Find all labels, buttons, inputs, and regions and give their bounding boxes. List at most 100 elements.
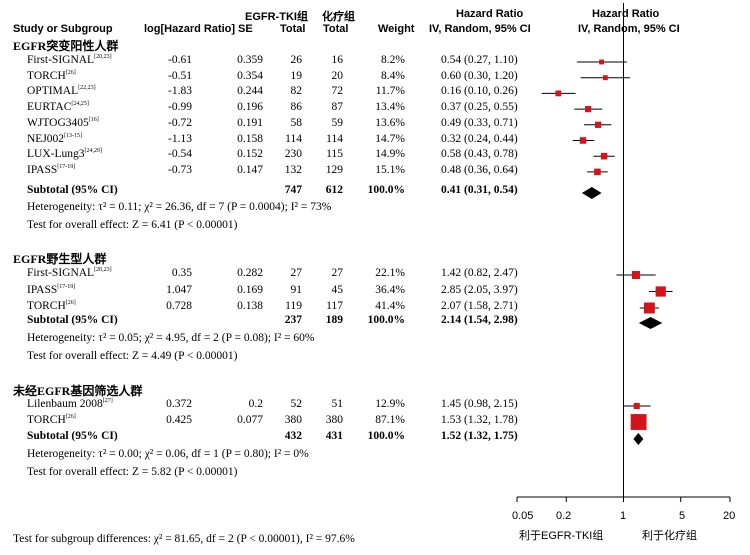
- study-chemo-total: 117: [326, 300, 343, 312]
- subtotal-ci: 0.41 (0.31, 0.54): [441, 184, 518, 196]
- study-reference: [17-19]: [57, 283, 76, 290]
- study-reference: [20,23]: [94, 267, 112, 273]
- study-loghr: 1.047: [166, 283, 192, 296]
- study-chemo-total: 20: [331, 69, 344, 82]
- study-name: TORCH[26]: [27, 300, 76, 312]
- study-se: 0.2: [248, 398, 263, 410]
- study-ci: 0.37 (0.25, 0.55): [441, 101, 518, 114]
- study-chemo-total: 45: [331, 283, 344, 296]
- study-reference: [13-15]: [64, 132, 83, 139]
- study-se: 0.152: [237, 148, 263, 161]
- study-name: LUX-Lung3[24,29]: [27, 148, 102, 161]
- subtotal-label: Subtotal (95% CI): [27, 184, 118, 196]
- study-weight: 87.1%: [375, 414, 405, 426]
- study-weight: 8.4%: [381, 69, 405, 82]
- study-reference: [26]: [65, 69, 76, 76]
- study-ci: 0.48 (0.36, 0.64): [441, 163, 518, 176]
- axis-left-label: 利于EGFR-TKI组: [519, 530, 604, 542]
- study-se: 0.359: [237, 54, 263, 66]
- study-reference: [27]: [102, 398, 113, 404]
- study-loghr: -1.13: [168, 132, 192, 145]
- study-egfr-total: 91: [290, 283, 303, 296]
- subtotal-diamond: [638, 317, 663, 329]
- study-se: 0.138: [237, 300, 263, 312]
- study-chemo-total: 16: [331, 54, 344, 66]
- subtotal-egfr-total: 432: [284, 430, 302, 442]
- header-egfr-total: Total: [280, 23, 306, 35]
- study-reference: [17-19]: [57, 163, 76, 170]
- study-ci: 2.07 (1.58, 2.71): [441, 300, 518, 312]
- header-hr-right-title: Hazard Ratio: [592, 8, 660, 20]
- study-egfr-total: 58: [290, 116, 303, 129]
- study-marker: [594, 168, 601, 176]
- study-name: First-SIGNAL[20,23]: [27, 267, 112, 279]
- axis-tick-label: 1: [620, 510, 627, 522]
- study-reference: [24,25]: [71, 101, 89, 108]
- study-marker: [585, 105, 592, 113]
- study-ci: 0.54 (0.27, 1.10): [441, 54, 518, 66]
- subtotal-label: Subtotal (95% CI): [27, 430, 118, 442]
- study-weight: 13.4%: [375, 101, 405, 114]
- axis-right-label: 利于化疗组: [642, 530, 697, 542]
- study-loghr: -1.83: [168, 85, 192, 98]
- study-chemo-total: 380: [325, 414, 343, 426]
- study-name: NEJ002[13-15]: [27, 132, 83, 145]
- subtotal-diamond: [633, 433, 644, 445]
- axis-tick-label: 5: [679, 510, 686, 522]
- study-chemo-total: 59: [331, 116, 344, 129]
- subtotal-diamond: [581, 187, 602, 199]
- subtotal-weight: 100.0%: [367, 314, 405, 326]
- header-hr-left-sub: IV, Random, 95% CI: [429, 23, 531, 35]
- study-marker: [602, 75, 608, 81]
- study-weight: 22.1%: [375, 267, 405, 279]
- study-se: 0.077: [237, 414, 263, 426]
- subtotal-chemo-total: 431: [325, 430, 343, 442]
- study-loghr: -0.51: [168, 69, 192, 82]
- subtotal-weight: 100.0%: [367, 430, 405, 442]
- study-weight: 13.6%: [375, 116, 405, 129]
- heterogeneity: Heterogeneity: τ² = 0.11; χ² = 26.36, df…: [27, 201, 332, 213]
- study-se: 0.354: [237, 69, 263, 82]
- study-marker: [579, 137, 587, 144]
- study-ci: 0.58 (0.43, 0.78): [441, 148, 518, 161]
- section-title: EGFR突变阳性人群: [13, 39, 119, 53]
- study-weight: 12.9%: [375, 398, 405, 410]
- study-loghr: -0.99: [168, 101, 192, 114]
- study-loghr: -0.61: [168, 54, 192, 66]
- study-ci: 1.45 (0.98, 2.15): [441, 398, 518, 410]
- study-marker: [599, 59, 605, 65]
- subtotal-egfr-total: 237: [284, 314, 302, 326]
- study-marker: [633, 402, 640, 410]
- study-ci: 0.32 (0.24, 0.44): [441, 132, 518, 145]
- study-loghr: -0.73: [168, 163, 192, 176]
- study-name: WJTOG3405[16]: [27, 116, 99, 129]
- study-loghr: 0.35: [171, 267, 192, 279]
- study-name: OPTIMAL[22,23]: [27, 85, 96, 98]
- study-chemo-total: 72: [331, 85, 344, 98]
- header-study: Study or Subgroup: [13, 23, 113, 35]
- study-marker: [595, 121, 602, 128]
- study-ci: 0.60 (0.30, 1.20): [441, 69, 518, 82]
- header-se: SE: [238, 23, 253, 35]
- subgroup-differences-test: Test for subgroup differences: χ² = 81.6…: [13, 533, 355, 545]
- study-marker: [600, 152, 608, 160]
- study-chemo-total: 129: [325, 163, 343, 176]
- study-ci: 0.16 (0.10, 0.26): [441, 85, 518, 98]
- study-weight: 14.9%: [375, 148, 405, 161]
- study-weight: 14.7%: [375, 132, 405, 145]
- study-weight: 11.7%: [375, 85, 405, 98]
- study-ci: 0.49 (0.33, 0.71): [441, 116, 518, 129]
- study-weight: 41.4%: [375, 300, 405, 312]
- study-egfr-total: 27: [290, 267, 303, 279]
- study-marker: [655, 286, 666, 297]
- study-se: 0.196: [237, 101, 263, 114]
- subtotal-weight: 100.0%: [367, 184, 405, 196]
- study-chemo-total: 27: [331, 267, 344, 279]
- study-egfr-total: 132: [284, 163, 302, 176]
- study-se: 0.158: [237, 132, 263, 145]
- subtotal-chemo-total: 612: [325, 184, 343, 196]
- header-weight: Weight: [378, 23, 415, 35]
- study-egfr-total: 52: [290, 398, 303, 410]
- study-se: 0.147: [237, 163, 263, 176]
